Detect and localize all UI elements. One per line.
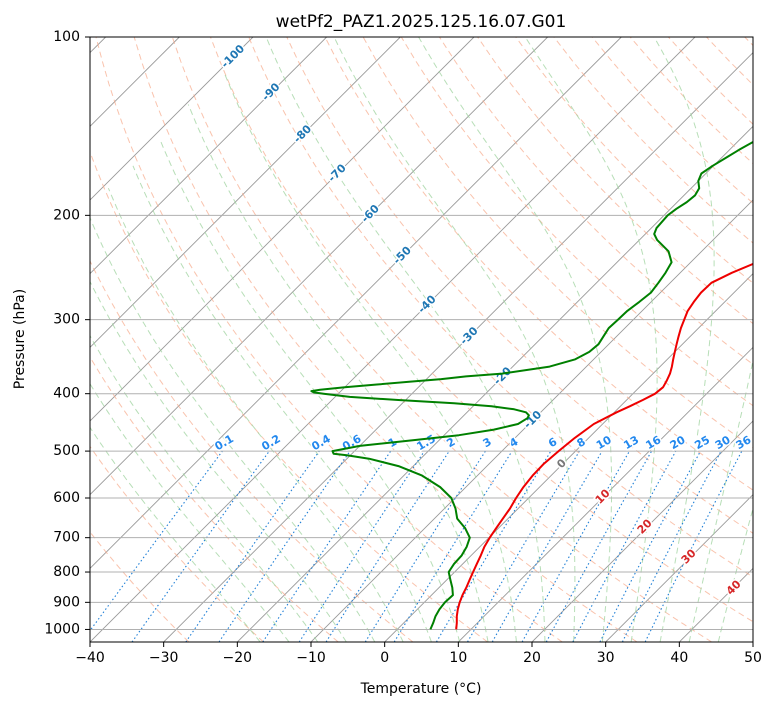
x-tick-label: −10 <box>296 650 326 666</box>
x-tick-label: 30 <box>597 650 615 666</box>
y-tick-label: 1000 <box>44 621 80 637</box>
x-tick-label: −30 <box>149 650 179 666</box>
chart-title: wetPf2_PAZ1.2025.125.16.07.G01 <box>276 12 567 32</box>
y-tick-label: 800 <box>53 564 80 580</box>
y-tick-label: 700 <box>53 530 80 546</box>
y-axis-label: Pressure (hPa) <box>12 289 28 389</box>
y-tick-label: 200 <box>53 207 80 223</box>
y-tick-label: 600 <box>53 490 80 506</box>
x-tick-label: 40 <box>670 650 688 666</box>
y-tick-label: 400 <box>53 386 80 402</box>
y-tick-label: 900 <box>53 594 80 610</box>
x-tick-label: −40 <box>75 650 105 666</box>
x-tick-label: 50 <box>744 650 762 666</box>
x-tick-label: 20 <box>523 650 541 666</box>
x-tick-label: −20 <box>223 650 253 666</box>
y-tick-label: 300 <box>53 312 80 328</box>
x-axis-label: Temperature (°C) <box>360 681 482 697</box>
x-tick-label: 0 <box>380 650 389 666</box>
y-tick-label: 500 <box>53 443 80 459</box>
y-tick-label: 100 <box>53 29 80 45</box>
x-tick-label: 10 <box>449 650 467 666</box>
